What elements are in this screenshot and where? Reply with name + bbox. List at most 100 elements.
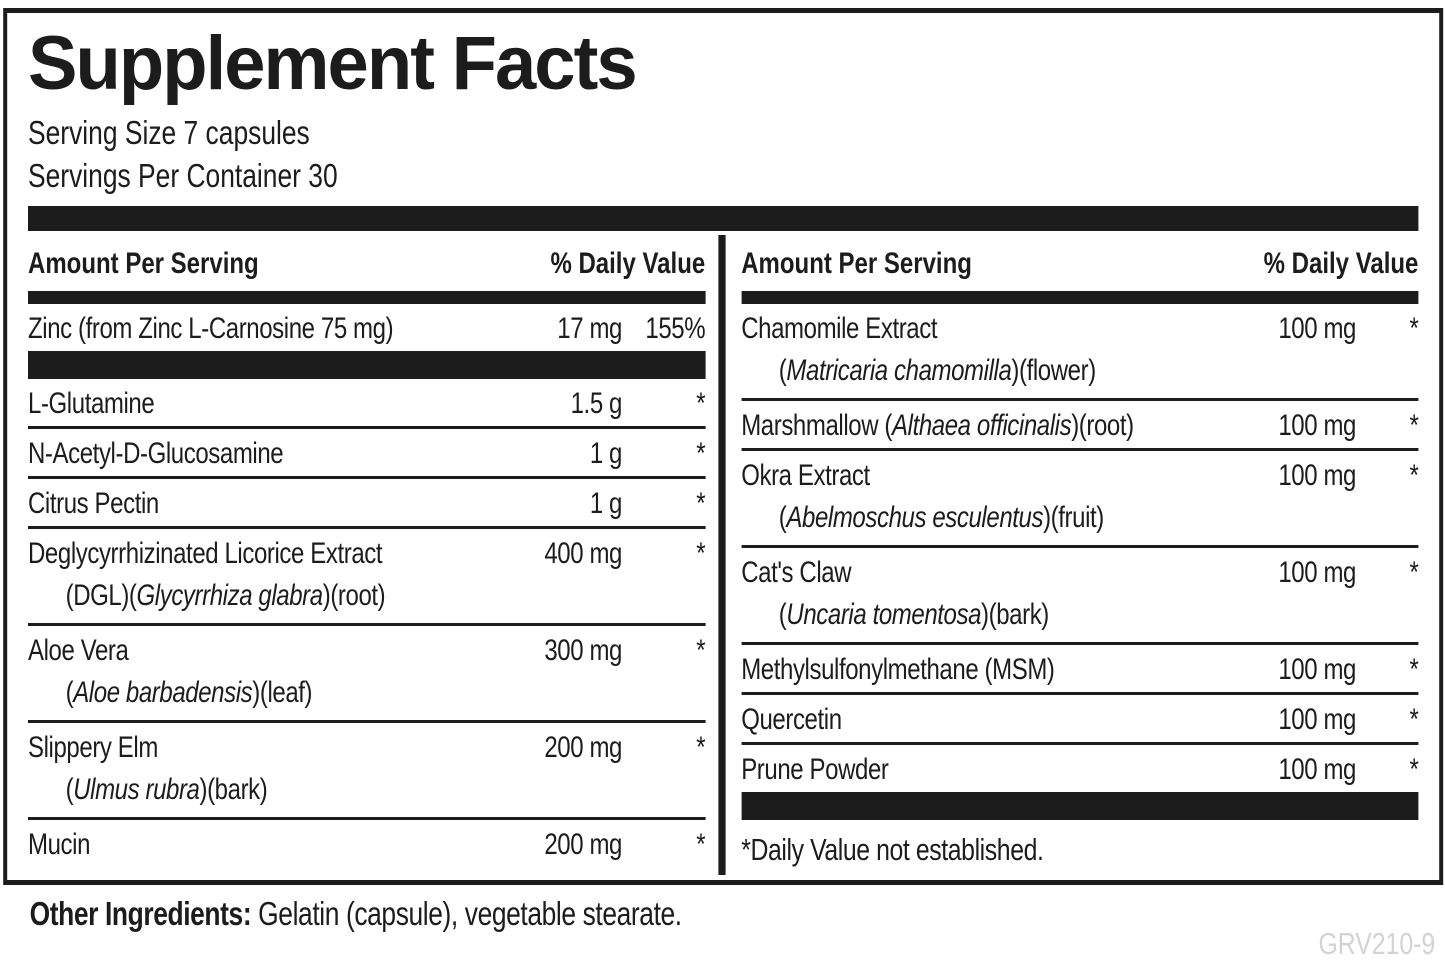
column-divider bbox=[718, 235, 726, 875]
ingredient-amount: 100 mg bbox=[1278, 556, 1356, 589]
ingredient-row: Deglycyrrhizinated Licorice Extract (DGL)… bbox=[28, 529, 706, 626]
other-ingredients: Other Ingredients: Gelatin (capsule), ve… bbox=[30, 895, 683, 933]
ingredient-name: Citrus Pectin bbox=[28, 487, 486, 521]
ingredient-amount: 400 mg bbox=[544, 537, 622, 570]
ingredient-daily-value: * bbox=[1409, 556, 1419, 589]
ingredient-name-text: Okra Extract bbox=[741, 459, 870, 492]
ingredient-name-text: Deglycyrrhizinated Licorice Extract bbox=[28, 537, 383, 570]
section-separator-bar bbox=[28, 351, 706, 379]
ingredient-name: Zinc (from Zinc L-Carnosine 75 mg) bbox=[28, 312, 486, 346]
ingredient-daily-value: * bbox=[1409, 312, 1419, 345]
ingredient-amount: 100 mg bbox=[1278, 753, 1356, 786]
ingredient-name-text: )(bark) bbox=[199, 773, 268, 806]
ingredient-amount: 100 mg bbox=[1278, 703, 1356, 736]
ingredient-amount: 17 mg bbox=[557, 312, 622, 345]
ingredient-name-text: L-Glutamine bbox=[28, 387, 155, 420]
botanical-name: Ulmus rubra bbox=[73, 773, 200, 806]
ingredient-daily-value: * bbox=[1409, 459, 1419, 492]
ingredient-amount: 1 g bbox=[589, 487, 623, 520]
header-separator-bar bbox=[28, 291, 706, 304]
ingredient-row: Chamomile Extract (Matricaria chamomilla)… bbox=[741, 304, 1419, 401]
column-left-header: Amount Per Serving % Daily Value bbox=[28, 235, 705, 291]
ingredient-row: Methylsulfonylmethane (MSM) 100 mg * bbox=[741, 645, 1419, 695]
ingredient-row: Aloe Vera (Aloe barbadensis)(leaf) 300 mg * bbox=[28, 626, 706, 723]
ingredient-name-text: Prune Powder bbox=[741, 753, 889, 786]
ingredient-name-text: Aloe Vera bbox=[28, 634, 129, 667]
ingredient-name-text: )(flower) bbox=[1011, 354, 1096, 387]
botanical-name: Abelmoschus esculentus bbox=[786, 501, 1044, 534]
ingredient-name-text: Slippery Elm bbox=[28, 731, 158, 764]
ingredient-daily-value: * bbox=[696, 634, 706, 667]
ingredient-row: Slippery Elm (Ulmus rubra)(bark) 200 mg * bbox=[28, 723, 706, 820]
ingredient-name-line2: (Uncaria tomentosa)(bark) bbox=[741, 590, 1220, 637]
ingredient-daily-value: * bbox=[696, 828, 706, 861]
column-right: Amount Per Serving % Daily Value Chamomi… bbox=[741, 235, 1419, 875]
header-separator-bar bbox=[741, 291, 1419, 304]
ingredient-amount: 100 mg bbox=[1278, 653, 1356, 686]
ingredient-name-text: )(root) bbox=[322, 579, 386, 612]
ingredient-name: Slippery Elm (Ulmus rubra)(bark) bbox=[28, 731, 486, 812]
ingredient-amount: 300 mg bbox=[544, 634, 622, 667]
ingredient-row: Marshmallow (Althaea officinalis)(root) 1… bbox=[741, 401, 1419, 451]
ingredient-name-line2: (Aloe barbadensis)(leaf) bbox=[28, 668, 486, 715]
ingredient-daily-value: * bbox=[696, 537, 706, 570]
ingredient-name: L-Glutamine bbox=[28, 387, 486, 421]
ingredient-amount: 100 mg bbox=[1278, 312, 1356, 345]
ingredient-name-line2: (Matricaria chamomilla)(flower) bbox=[741, 346, 1220, 393]
ingredient-name: Cat's Claw (Uncaria tomentosa)(bark) bbox=[741, 556, 1220, 637]
ingredient-name: Prune Powder bbox=[741, 753, 1220, 787]
ingredient-name-text: )(root) bbox=[1071, 409, 1134, 442]
ingredient-row: Mucin 200 mg * bbox=[28, 820, 706, 867]
ingredient-name-text: Citrus Pectin bbox=[28, 487, 159, 520]
botanical-name: Althaea officinalis bbox=[892, 409, 1072, 442]
ingredient-name: N-Acetyl-D-Glucosamine bbox=[28, 437, 486, 471]
ingredient-name-text: Quercetin bbox=[741, 703, 842, 736]
ingredient-daily-value: * bbox=[696, 487, 706, 520]
ingredient-name-text: ( bbox=[65, 773, 74, 806]
top-separator-bar bbox=[28, 206, 1419, 231]
ingredient-name: Mucin bbox=[28, 828, 486, 862]
servings-per-container: Servings Per Container 30 bbox=[28, 157, 338, 194]
ingredient-name: Deglycyrrhizinated Licorice Extract (DGL)… bbox=[28, 537, 486, 618]
ingredient-name-text: Chamomile Extract bbox=[741, 312, 938, 345]
botanical-name: Uncaria tomentosa bbox=[786, 598, 982, 631]
daily-value-footnote: *Daily Value not established. bbox=[741, 832, 1044, 867]
serving-info: Serving Size 7 capsules Servings Per Con… bbox=[28, 111, 1418, 197]
ingredient-name-text: Marshmallow ( bbox=[741, 409, 893, 442]
ingredient-amount: 200 mg bbox=[544, 731, 622, 764]
ingredient-name-text: Methylsulfonylmethane (MSM) bbox=[741, 653, 1055, 686]
ingredient-name-line2: (Abelmoschus esculentus)(fruit) bbox=[741, 493, 1220, 540]
column-right-rows: Chamomile Extract (Matricaria chamomilla)… bbox=[741, 304, 1419, 820]
amount-per-serving-label: Amount Per Serving bbox=[741, 247, 972, 280]
ingredient-name: Quercetin bbox=[741, 703, 1220, 737]
ingredient-daily-value: * bbox=[696, 731, 706, 764]
ingredient-row: Citrus Pectin 1 g * bbox=[28, 479, 706, 529]
ingredient-row: Okra Extract (Abelmoschus esculentus)(fru… bbox=[741, 451, 1419, 548]
daily-value-label: % Daily Value bbox=[550, 247, 706, 280]
ingredient-columns: Amount Per Serving % Daily Value Zinc (f… bbox=[28, 235, 1419, 875]
ingredient-row: Cat's Claw (Uncaria tomentosa)(bark) 100 m… bbox=[741, 548, 1419, 645]
ingredient-name-line2: (DGL)(Glycyrrhiza glabra)(root) bbox=[28, 571, 486, 618]
ingredient-name-text: Mucin bbox=[28, 828, 91, 861]
column-left-rows: Zinc (from Zinc L-Carnosine 75 mg) 17 mg 1… bbox=[28, 304, 706, 867]
column-left: Amount Per Serving % Daily Value Zinc (f… bbox=[28, 235, 706, 875]
ingredient-daily-value: * bbox=[696, 387, 706, 420]
ingredient-name-text: Zinc (from Zinc L-Carnosine 75 mg) bbox=[28, 312, 394, 345]
ingredient-daily-value: * bbox=[1409, 703, 1419, 736]
ingredient-name-text: (DGL)( bbox=[65, 579, 137, 612]
ingredient-amount: 100 mg bbox=[1278, 409, 1356, 442]
botanical-name: Glycyrrhiza glabra bbox=[136, 579, 324, 612]
ingredient-name-text: ( bbox=[778, 354, 787, 387]
ingredient-row: Quercetin 100 mg * bbox=[741, 695, 1419, 745]
serving-size: Serving Size 7 capsules bbox=[28, 114, 310, 151]
ingredient-name-line2: (Ulmus rubra)(bark) bbox=[28, 765, 486, 812]
ingredient-name: Methylsulfonylmethane (MSM) bbox=[741, 653, 1220, 687]
ingredient-row: Prune Powder 100 mg * bbox=[741, 745, 1419, 792]
ingredient-row: N-Acetyl-D-Glucosamine 1 g * bbox=[28, 429, 706, 479]
ingredient-daily-value: * bbox=[696, 437, 706, 470]
botanical-name: Matricaria chamomilla bbox=[786, 354, 1012, 387]
ingredient-amount: 100 mg bbox=[1278, 459, 1356, 492]
ingredient-daily-value: * bbox=[1409, 653, 1419, 686]
ingredient-name-text: ( bbox=[778, 501, 787, 534]
